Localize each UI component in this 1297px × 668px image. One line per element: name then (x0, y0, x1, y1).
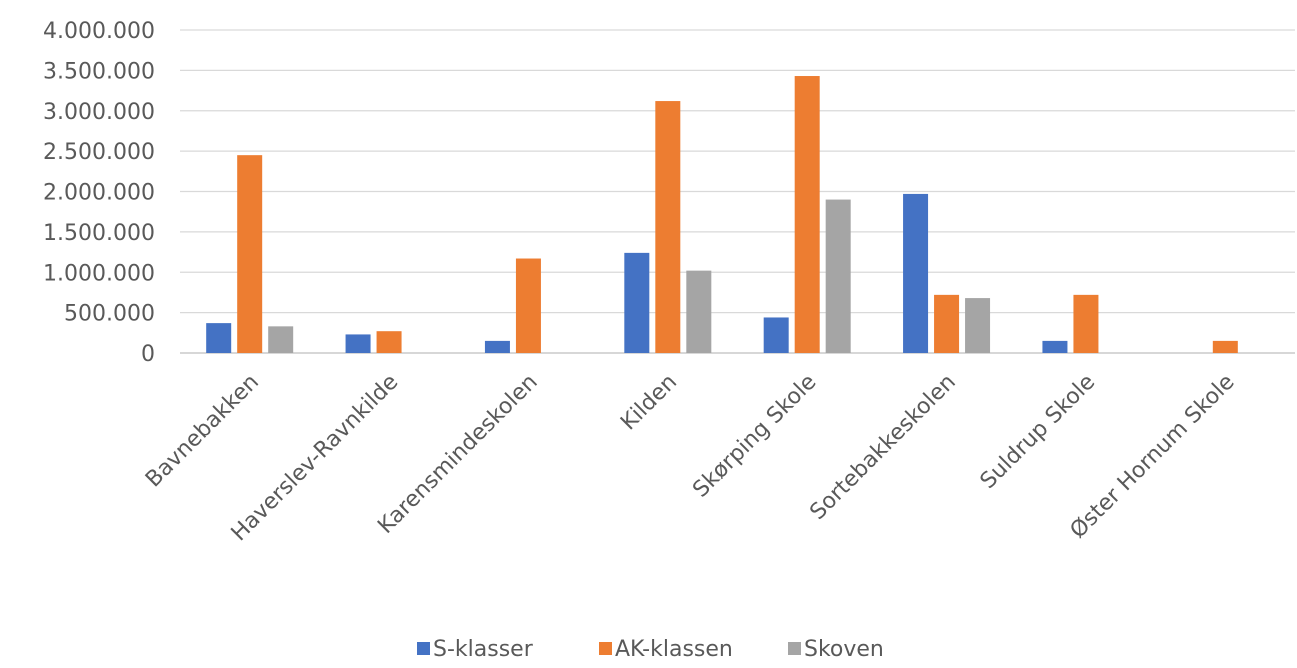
legend-label-s-klasser: S-klasser (433, 637, 534, 662)
y-tick-label: 3.000.000 (43, 100, 155, 125)
bar-skoven-5 (965, 298, 991, 353)
y-tick-label: 0 (141, 342, 155, 367)
bar-s-klasser-5 (903, 193, 929, 353)
x-axis-categories: BavnebakkenHaverslev-RavnkildeKarensmind… (141, 370, 1239, 547)
x-category-label: Sortebakkeskolen (805, 370, 960, 525)
bar-ak-klassen-5 (934, 294, 960, 353)
bar-ak-klassen-3 (655, 101, 681, 353)
bar-skoven-4 (825, 199, 851, 353)
legend-swatch-s-klasser (417, 642, 430, 655)
legend-swatch-ak-klassen (599, 642, 612, 655)
x-category-label: Kilden (616, 370, 682, 436)
y-tick-label: 2.000.000 (43, 181, 155, 206)
y-axis-ticks: 0 500.000 1.000.000 1.500.000 2.000.000 2.500… (43, 19, 155, 367)
y-tick-label: 1.000.000 (43, 261, 155, 286)
bar-s-klasser-0 (206, 323, 232, 353)
legend-label-skoven: Skoven (804, 637, 884, 662)
bar-ak-klassen-0 (237, 155, 263, 353)
bar-ak-klassen-2 (515, 258, 541, 353)
y-tick-label: 3.500.000 (43, 59, 155, 84)
bar-s-klasser-6 (1042, 340, 1068, 353)
x-category-label: Bavnebakken (141, 370, 264, 493)
y-tick-label: 2.500.000 (43, 140, 155, 165)
bar-s-klasser-3 (624, 252, 650, 353)
bar-ak-klassen-6 (1073, 294, 1099, 353)
bar-skoven-3 (686, 270, 712, 353)
x-category-label: Skørping Skole (688, 370, 821, 503)
gridlines (180, 29, 1295, 354)
y-tick-label: 4.000.000 (43, 19, 155, 44)
bar-s-klasser-2 (484, 340, 510, 353)
bar-s-klasser-4 (763, 317, 789, 353)
y-tick-label: 1.500.000 (43, 221, 155, 246)
bar-ak-klassen-1 (376, 331, 402, 353)
bar-ak-klassen-7 (1212, 340, 1238, 353)
y-tick-label: 500.000 (64, 302, 155, 327)
legend: S-klasser AK-klassen Skoven (417, 637, 884, 662)
bar-ak-klassen-4 (794, 76, 820, 353)
bars (206, 76, 1238, 353)
legend-swatch-skoven (788, 642, 801, 655)
x-category-label: Suldrup Skole (976, 370, 1100, 494)
bar-skoven-0 (268, 326, 294, 353)
bar-s-klasser-1 (345, 334, 371, 353)
x-category-label: Karensmindeskolen (373, 370, 542, 539)
legend-label-ak-klassen: AK-klassen (615, 637, 733, 662)
